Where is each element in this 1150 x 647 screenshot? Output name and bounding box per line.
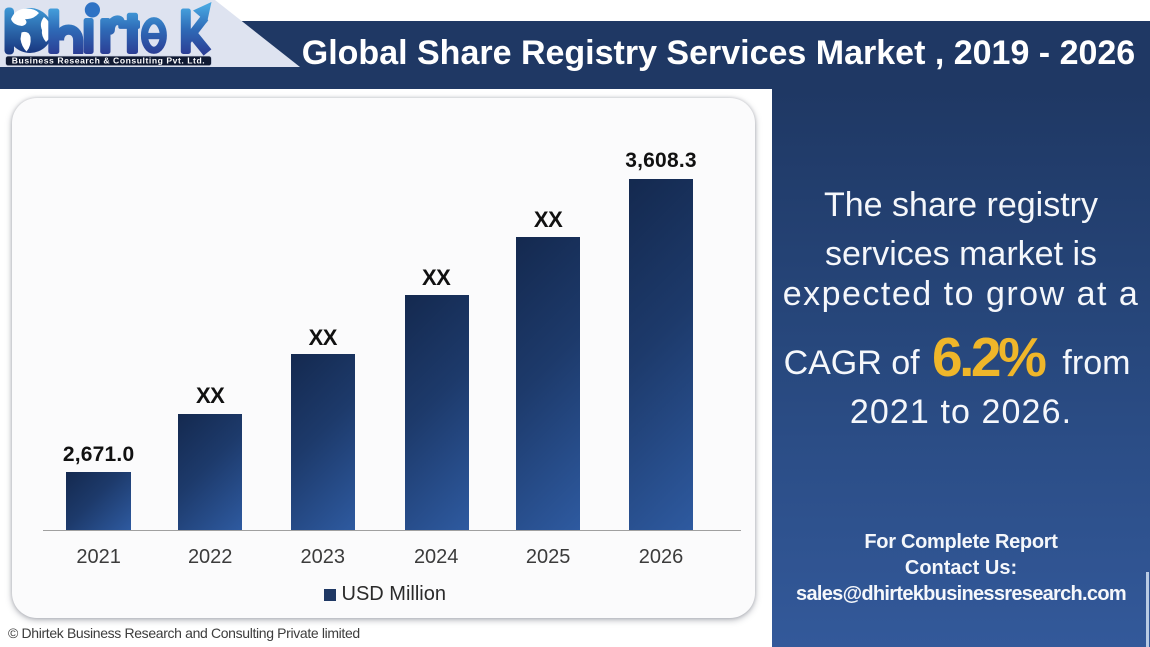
svg-text:Business Research & Consulting: Business Research & Consulting Pvt. Ltd. [12, 56, 205, 66]
